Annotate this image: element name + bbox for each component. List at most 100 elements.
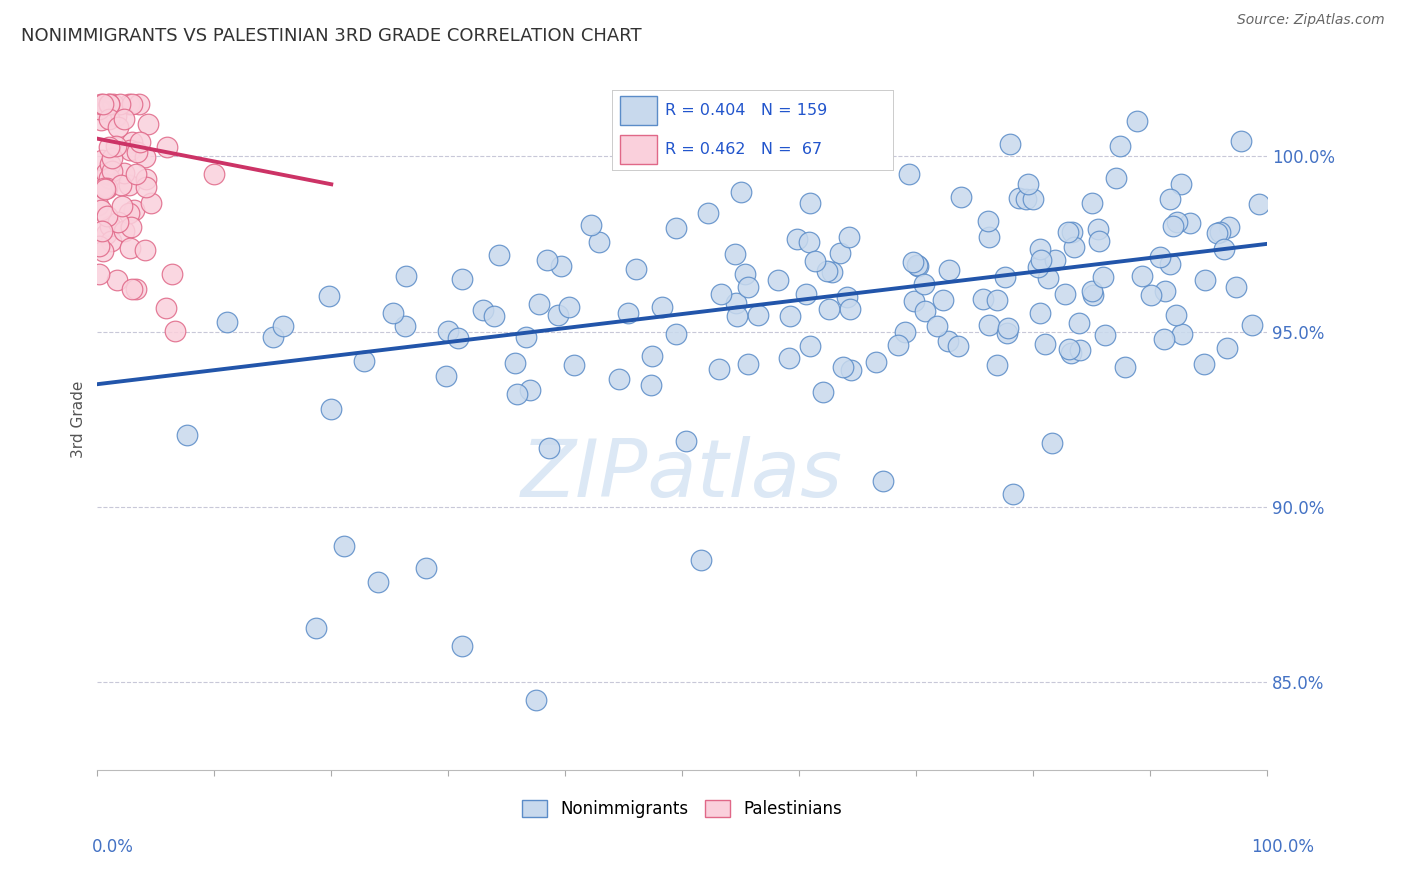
Point	[505, 387, 527, 401]
Point	[815, 264, 838, 278]
Point	[946, 339, 969, 353]
Point	[262, 330, 284, 344]
Point	[730, 185, 752, 199]
Point	[505, 356, 527, 370]
Point	[547, 308, 569, 322]
Point	[97, 96, 120, 111]
Point	[1149, 250, 1171, 264]
Point	[872, 474, 894, 488]
Point	[1029, 306, 1052, 320]
Point	[1062, 225, 1084, 239]
Point	[794, 287, 817, 301]
Point	[527, 297, 550, 311]
Point	[950, 189, 973, 203]
Point	[165, 324, 187, 338]
Point	[1140, 288, 1163, 302]
Point	[101, 151, 124, 165]
Point	[558, 300, 581, 314]
Point	[93, 181, 115, 195]
Point	[271, 318, 294, 333]
Point	[156, 140, 179, 154]
Point	[903, 293, 925, 308]
Point	[121, 135, 143, 149]
Point	[536, 253, 558, 268]
Point	[87, 239, 110, 253]
Point	[724, 296, 747, 310]
Point	[98, 139, 121, 153]
Point	[128, 96, 150, 111]
Text: Source: ZipAtlas.com: Source: ZipAtlas.com	[1237, 13, 1385, 28]
Point	[98, 96, 121, 111]
Point	[97, 171, 120, 186]
Point	[607, 371, 630, 385]
Point	[897, 167, 920, 181]
Point	[1215, 342, 1237, 356]
Point	[994, 270, 1017, 285]
Point	[865, 355, 887, 369]
Point	[524, 693, 547, 707]
Point	[675, 434, 697, 448]
Point	[120, 144, 142, 158]
Point	[1178, 217, 1201, 231]
Point	[1132, 268, 1154, 283]
Point	[932, 293, 955, 307]
Point	[1088, 234, 1111, 248]
Point	[89, 96, 111, 111]
Point	[1063, 240, 1085, 254]
Point	[118, 241, 141, 255]
Point	[725, 309, 748, 323]
Point	[550, 259, 572, 273]
Point	[96, 209, 118, 223]
Point	[1045, 252, 1067, 267]
Point	[907, 259, 929, 273]
Point	[734, 267, 756, 281]
Point	[215, 315, 238, 329]
Point	[786, 232, 808, 246]
Text: NONIMMIGRANTS VS PALESTINIAN 3RD GRADE CORRELATION CHART: NONIMMIGRANTS VS PALESTINIAN 3RD GRADE C…	[21, 27, 641, 45]
Point	[394, 318, 416, 333]
Point	[799, 196, 821, 211]
Point	[986, 293, 1008, 308]
Point	[91, 96, 114, 111]
Point	[96, 167, 118, 181]
Point	[832, 359, 855, 374]
Point	[1249, 196, 1271, 211]
Point	[321, 401, 343, 416]
Point	[104, 109, 127, 123]
Point	[118, 178, 141, 192]
Point	[488, 248, 510, 262]
Point	[125, 167, 148, 181]
Point	[894, 325, 917, 339]
Point	[1069, 343, 1091, 358]
Point	[995, 326, 1018, 340]
Text: 0.0%: 0.0%	[91, 838, 134, 856]
Point	[724, 247, 747, 261]
Point	[110, 96, 132, 111]
Point	[938, 263, 960, 277]
Point	[936, 334, 959, 348]
Point	[818, 302, 841, 317]
Point	[353, 354, 375, 368]
Point	[747, 309, 769, 323]
Point	[1081, 284, 1104, 298]
Point	[434, 368, 457, 383]
Point	[415, 560, 437, 574]
Point	[86, 198, 108, 212]
Point	[121, 282, 143, 296]
Point	[1029, 253, 1052, 268]
Point	[977, 213, 1000, 227]
Point	[641, 349, 664, 363]
Point	[838, 230, 860, 244]
Point	[134, 243, 156, 257]
Point	[91, 153, 114, 168]
Point	[120, 219, 142, 234]
Point	[811, 384, 834, 399]
Point	[1033, 337, 1056, 351]
Point	[1161, 219, 1184, 233]
Point	[1159, 192, 1181, 206]
Point	[1166, 215, 1188, 229]
Point	[110, 178, 132, 192]
Point	[1153, 332, 1175, 346]
Point	[1109, 139, 1132, 153]
Point	[1225, 280, 1247, 294]
